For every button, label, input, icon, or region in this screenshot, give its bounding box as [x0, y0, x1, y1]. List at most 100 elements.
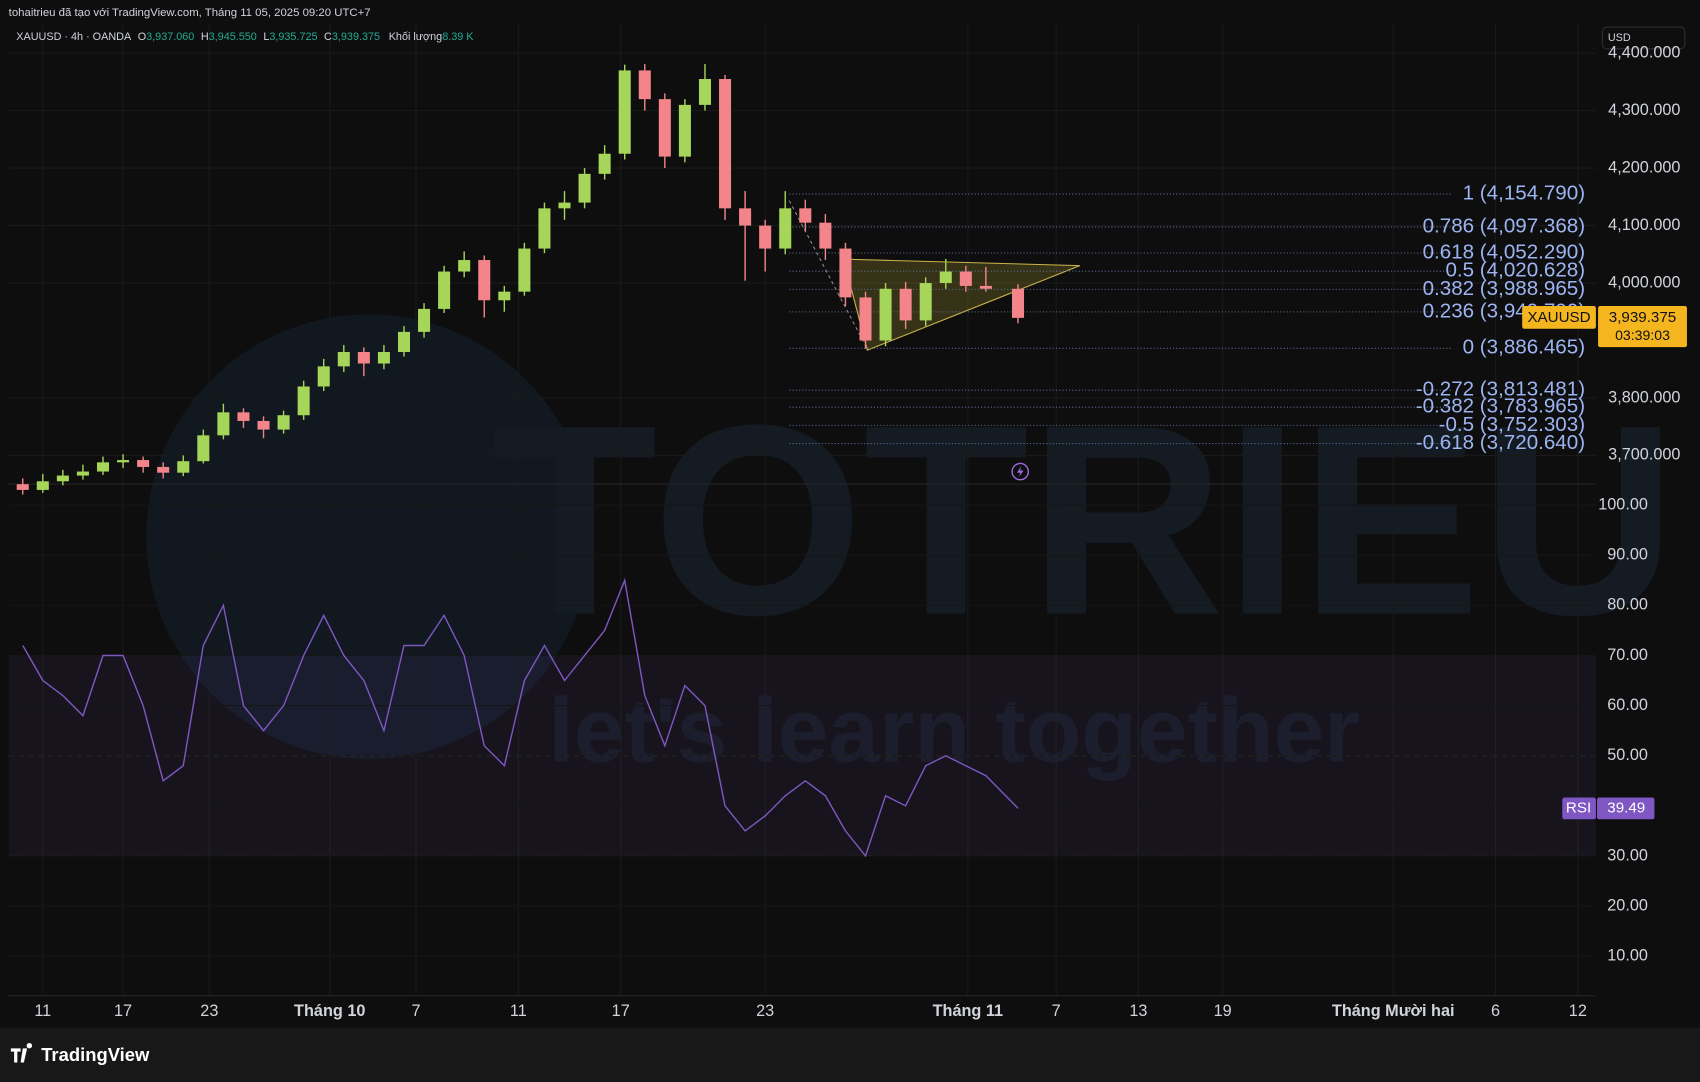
y-tick-label: 3,800.000 [1608, 388, 1680, 406]
ohlc-value: 3,945.550 [209, 31, 257, 43]
y-tick-label: 100.00 [1598, 495, 1648, 513]
x-tick-label: Tháng Mười hai [1332, 1002, 1455, 1020]
x-tick-label: 23 [200, 1002, 218, 1020]
candle-body [157, 466, 170, 473]
candle-body [1011, 288, 1025, 318]
y-tick-label: 20.00 [1607, 896, 1648, 914]
fib-label: -0.272 (3,813.481) [1416, 378, 1585, 401]
symbol-tag [1522, 305, 1596, 329]
candle-body [96, 462, 110, 472]
candle-body [257, 420, 270, 430]
candle-body [759, 225, 772, 249]
y-tick-label: 4,300.000 [1608, 101, 1680, 119]
volume-value: 8.39 K [442, 31, 474, 43]
triangle-pattern [842, 258, 1081, 351]
candle-body [117, 460, 130, 463]
time-axis-border [8, 995, 1596, 997]
y-tick-label: 80.00 [1607, 596, 1648, 614]
candle-body [36, 481, 49, 490]
candle-body [678, 104, 691, 157]
candle-body [698, 79, 711, 105]
candle-body [598, 153, 611, 174]
candle-body [638, 70, 651, 100]
y-tick-label: 4,400.000 [1608, 43, 1680, 61]
candle-body [879, 288, 892, 341]
candle-body [137, 460, 150, 467]
watermark-logo [146, 314, 591, 759]
rsi-value-tag [1596, 797, 1655, 820]
x-tick-label: 12 [1569, 1002, 1587, 1020]
symbol-tag-text: XAUUSD [1527, 309, 1590, 326]
x-tick-label: 11 [510, 1002, 527, 1020]
candle-body [799, 208, 812, 223]
candle-body [618, 70, 631, 154]
currency: USD [1608, 32, 1631, 44]
ohlc-value: 3,937.060 [146, 31, 194, 43]
ohlc-value: 3,935.725 [269, 31, 317, 43]
candle-body [498, 291, 511, 301]
fib-label: 0.5 (4,020.628) [1445, 259, 1585, 282]
candle-body [197, 435, 210, 462]
y-tick-label: 4,200.000 [1608, 158, 1680, 176]
volume-label: Khối lượng [389, 31, 442, 43]
candle-body [779, 208, 792, 249]
candle-body [337, 352, 350, 367]
fib-label: 0.618 (4,052.290) [1423, 240, 1585, 263]
candle-body [357, 352, 370, 364]
y-tick-label: 10.00 [1607, 946, 1648, 964]
brand: TradingView [41, 1044, 150, 1065]
x-tick-label: 7 [1052, 1002, 1061, 1020]
candle-body [76, 471, 89, 476]
grid [8, 23, 1596, 996]
y-tick-label: 60.00 [1607, 696, 1648, 714]
event-icon[interactable] [1011, 462, 1030, 481]
x-tick-label: 23 [756, 1002, 774, 1020]
fib-label: -0.618 (3,720.640) [1416, 431, 1585, 454]
ohlc-label: C [324, 31, 332, 43]
fib-label: 0 (3,886.465) [1463, 336, 1585, 359]
rsi-name-tag [1562, 797, 1596, 820]
candle-body [177, 461, 190, 473]
candle-body [839, 248, 852, 298]
countdown: 03:39:03 [1615, 327, 1670, 343]
fib-label: 0.786 (4,097.368) [1423, 215, 1585, 238]
candle-body [859, 297, 872, 341]
watermark: TOTRIEU [492, 370, 1677, 672]
candle-body [297, 386, 310, 416]
candle-body [277, 415, 290, 430]
candle-body [979, 285, 992, 289]
footer-bar [0, 1027, 1700, 1082]
candle-body [317, 366, 330, 387]
y-tick-label: 50.00 [1607, 746, 1648, 764]
legend: XAUUSD · 4h · OANDA O3,937.060 H3,945.550 L… [16, 31, 474, 43]
brand-logo [10, 1042, 33, 1063]
candle-body [237, 412, 250, 421]
candle-body [478, 260, 491, 301]
rsi-name: RSI [1566, 799, 1591, 816]
candle-body [438, 271, 451, 309]
trend-line [788, 200, 868, 350]
x-tick-label: 17 [612, 1002, 630, 1020]
x-tick-label: 6 [1491, 1002, 1500, 1020]
rsi-line [22, 577, 1019, 858]
candle-body [56, 475, 69, 482]
candle-body [819, 222, 832, 249]
rsi-value: 39.49 [1607, 799, 1645, 816]
price-tag [1598, 305, 1687, 348]
x-tick-label: 17 [114, 1002, 132, 1020]
y-tick-label: 4,000.000 [1608, 273, 1680, 291]
candle-body [397, 331, 411, 353]
ohlc-label: O [138, 31, 146, 43]
candle-body [518, 248, 531, 292]
currency-button[interactable] [1601, 26, 1686, 50]
ohlc-value: 3,939.375 [332, 31, 380, 43]
y-tick-label: 3,700.000 [1608, 446, 1680, 464]
x-tick-label: 19 [1214, 1002, 1232, 1020]
candle-body [558, 202, 571, 209]
candle-body [538, 208, 551, 249]
candle-body [418, 308, 431, 332]
candle-body [217, 412, 230, 436]
candle-body [939, 271, 952, 284]
